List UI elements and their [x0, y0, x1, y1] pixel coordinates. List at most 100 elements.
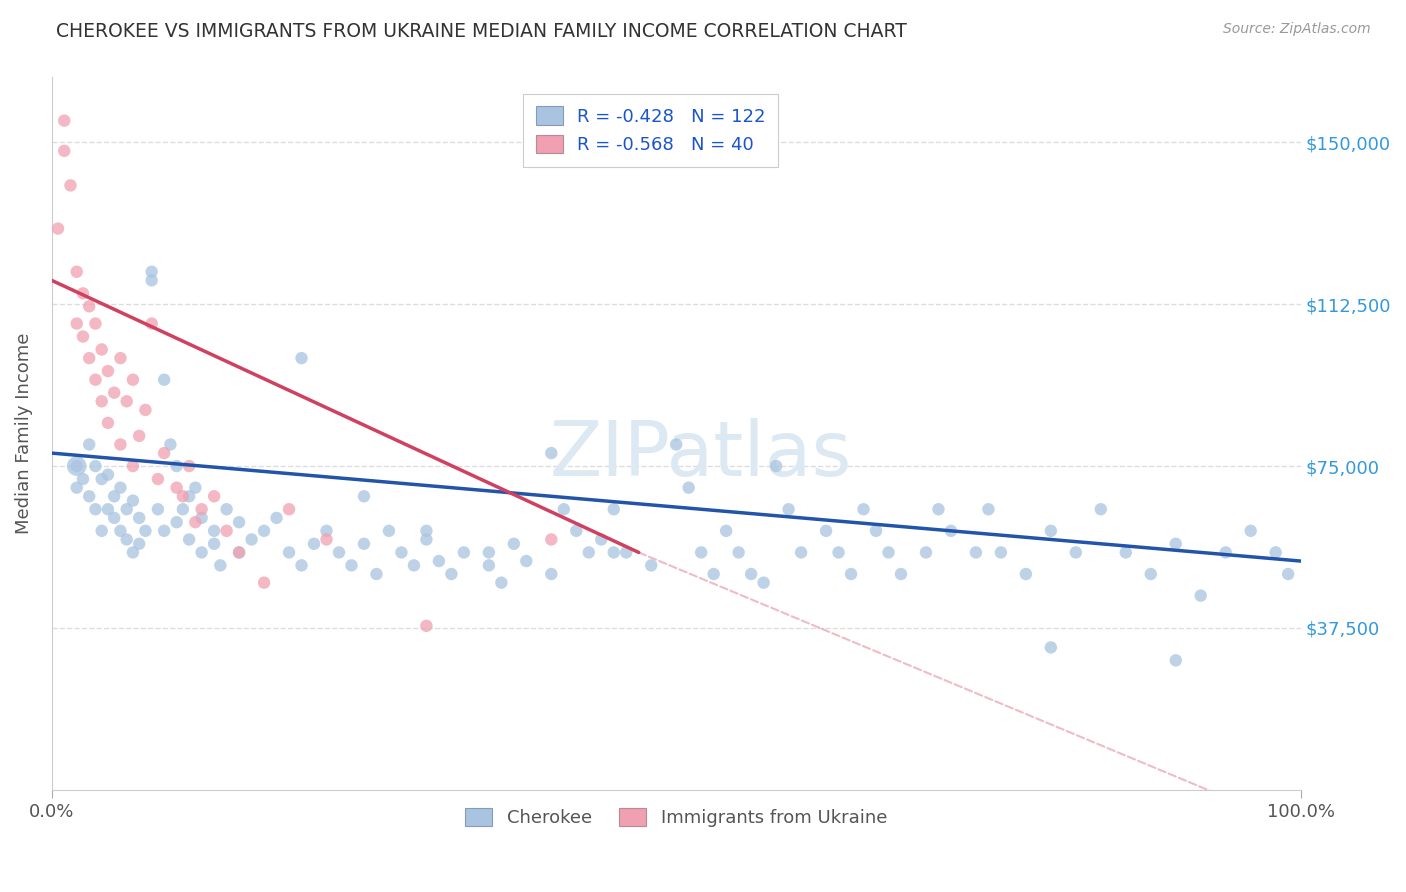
Point	[415, 619, 437, 633]
Point	[1015, 567, 1038, 582]
Point	[215, 502, 238, 516]
Point	[115, 533, 138, 547]
Point	[172, 502, 194, 516]
Point	[128, 537, 150, 551]
Point	[1277, 567, 1299, 582]
Point	[427, 554, 450, 568]
Point	[97, 364, 120, 378]
Point	[77, 489, 100, 503]
Point	[977, 502, 1000, 516]
Point	[115, 394, 138, 409]
Point	[72, 472, 94, 486]
Point	[378, 524, 401, 538]
Point	[1240, 524, 1263, 538]
Point	[266, 511, 288, 525]
Point	[453, 545, 475, 559]
Point	[1139, 567, 1161, 582]
Point	[302, 537, 325, 551]
Point	[253, 524, 276, 538]
Point	[714, 524, 737, 538]
Point	[103, 489, 125, 503]
Point	[110, 351, 132, 365]
Point	[184, 515, 207, 529]
Point	[110, 437, 132, 451]
Point	[103, 385, 125, 400]
Point	[1064, 545, 1087, 559]
Point	[190, 511, 212, 525]
Point	[328, 545, 350, 559]
Point	[366, 567, 388, 582]
Point	[53, 144, 76, 158]
Point	[578, 545, 600, 559]
Point	[591, 533, 613, 547]
Point	[202, 489, 225, 503]
Point	[315, 533, 337, 547]
Point	[240, 533, 263, 547]
Point	[515, 554, 537, 568]
Point	[1164, 653, 1187, 667]
Point	[727, 545, 749, 559]
Point	[340, 558, 363, 573]
Point	[215, 524, 238, 538]
Point	[353, 489, 375, 503]
Point	[965, 545, 987, 559]
Point	[166, 481, 188, 495]
Point	[865, 524, 887, 538]
Point	[97, 502, 120, 516]
Point	[391, 545, 413, 559]
Point	[703, 567, 725, 582]
Point	[209, 558, 232, 573]
Point	[141, 273, 163, 287]
Point	[565, 524, 588, 538]
Point	[491, 575, 513, 590]
Point	[752, 575, 775, 590]
Point	[665, 437, 688, 451]
Point	[128, 429, 150, 443]
Point	[72, 329, 94, 343]
Point	[603, 545, 626, 559]
Point	[59, 178, 82, 193]
Point	[66, 317, 89, 331]
Point	[66, 265, 89, 279]
Point	[927, 502, 949, 516]
Point	[77, 299, 100, 313]
Point	[66, 458, 89, 473]
Point	[852, 502, 875, 516]
Point	[110, 524, 132, 538]
Point	[765, 458, 787, 473]
Point	[84, 458, 107, 473]
Point	[190, 545, 212, 559]
Point	[190, 502, 212, 516]
Point	[877, 545, 900, 559]
Point	[415, 524, 437, 538]
Point	[179, 489, 201, 503]
Point	[228, 515, 250, 529]
Point	[478, 558, 501, 573]
Point	[77, 437, 100, 451]
Point	[540, 446, 562, 460]
Point	[103, 511, 125, 525]
Point	[1189, 589, 1212, 603]
Point	[134, 403, 156, 417]
Point	[440, 567, 463, 582]
Y-axis label: Median Family Income: Median Family Income	[15, 333, 32, 534]
Point	[46, 221, 69, 235]
Point	[1264, 545, 1286, 559]
Point	[153, 373, 176, 387]
Point	[228, 545, 250, 559]
Point	[84, 373, 107, 387]
Point	[97, 416, 120, 430]
Point	[402, 558, 425, 573]
Point	[179, 533, 201, 547]
Point	[97, 467, 120, 482]
Point	[115, 502, 138, 516]
Point	[290, 558, 312, 573]
Point	[1039, 524, 1062, 538]
Point	[690, 545, 713, 559]
Point	[122, 493, 145, 508]
Point	[1039, 640, 1062, 655]
Point	[540, 567, 562, 582]
Point	[90, 524, 112, 538]
Point	[166, 515, 188, 529]
Point	[146, 472, 169, 486]
